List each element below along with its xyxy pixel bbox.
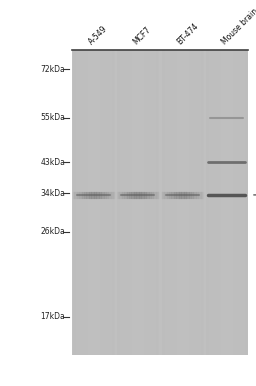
FancyBboxPatch shape (117, 50, 158, 355)
Text: MCF7: MCF7 (132, 25, 153, 46)
Text: 72kDa: 72kDa (40, 65, 65, 74)
Text: 55kDa: 55kDa (40, 113, 65, 122)
Text: 26kDa: 26kDa (40, 227, 65, 236)
Text: 43kDa: 43kDa (40, 157, 65, 167)
FancyBboxPatch shape (206, 50, 247, 355)
Text: BT-474: BT-474 (176, 21, 201, 46)
Text: Mouse brain: Mouse brain (220, 7, 256, 46)
Text: 17kDa: 17kDa (40, 312, 65, 321)
Text: 34kDa: 34kDa (40, 188, 65, 198)
Text: A-549: A-549 (87, 24, 110, 46)
FancyBboxPatch shape (162, 50, 203, 355)
FancyBboxPatch shape (72, 50, 248, 355)
FancyBboxPatch shape (73, 50, 114, 355)
